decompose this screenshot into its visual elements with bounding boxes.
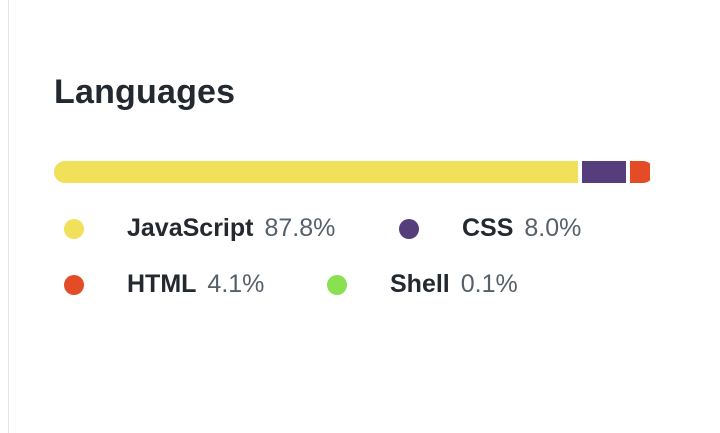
sidebar-divider <box>8 0 9 433</box>
legend-name: CSS <box>462 214 514 242</box>
shell-color-dot <box>327 274 347 295</box>
legend-name: JavaScript <box>127 214 254 242</box>
html-color-dot <box>64 274 84 295</box>
legend-item-javascript[interactable]: JavaScript 87.8% <box>64 214 335 243</box>
javascript-color-dot <box>64 218 84 239</box>
legend-percent: 8.0% <box>524 214 582 242</box>
legend-percent: 87.8% <box>264 214 336 242</box>
legend-item-css[interactable]: CSS 8.0% <box>399 214 581 243</box>
language-bar <box>54 161 654 183</box>
bar-segment-css[interactable] <box>577 161 626 183</box>
bar-segment-javascript[interactable] <box>54 161 578 183</box>
legend-percent: 4.1% <box>207 270 265 298</box>
legend-name: HTML <box>127 270 197 298</box>
legend-item-shell[interactable]: Shell 0.1% <box>327 270 518 299</box>
legend-name: Shell <box>390 270 450 298</box>
legend-item-html[interactable]: HTML 4.1% <box>64 270 264 299</box>
section-title: Languages <box>54 73 236 111</box>
bar-segment-html[interactable] <box>625 161 650 183</box>
css-color-dot <box>399 218 419 239</box>
languages-section: Languages JavaScript 87.8% CSS 8.0% HTML… <box>54 0 674 433</box>
bar-segment-shell[interactable] <box>650 161 654 183</box>
legend-percent: 0.1% <box>460 270 518 298</box>
